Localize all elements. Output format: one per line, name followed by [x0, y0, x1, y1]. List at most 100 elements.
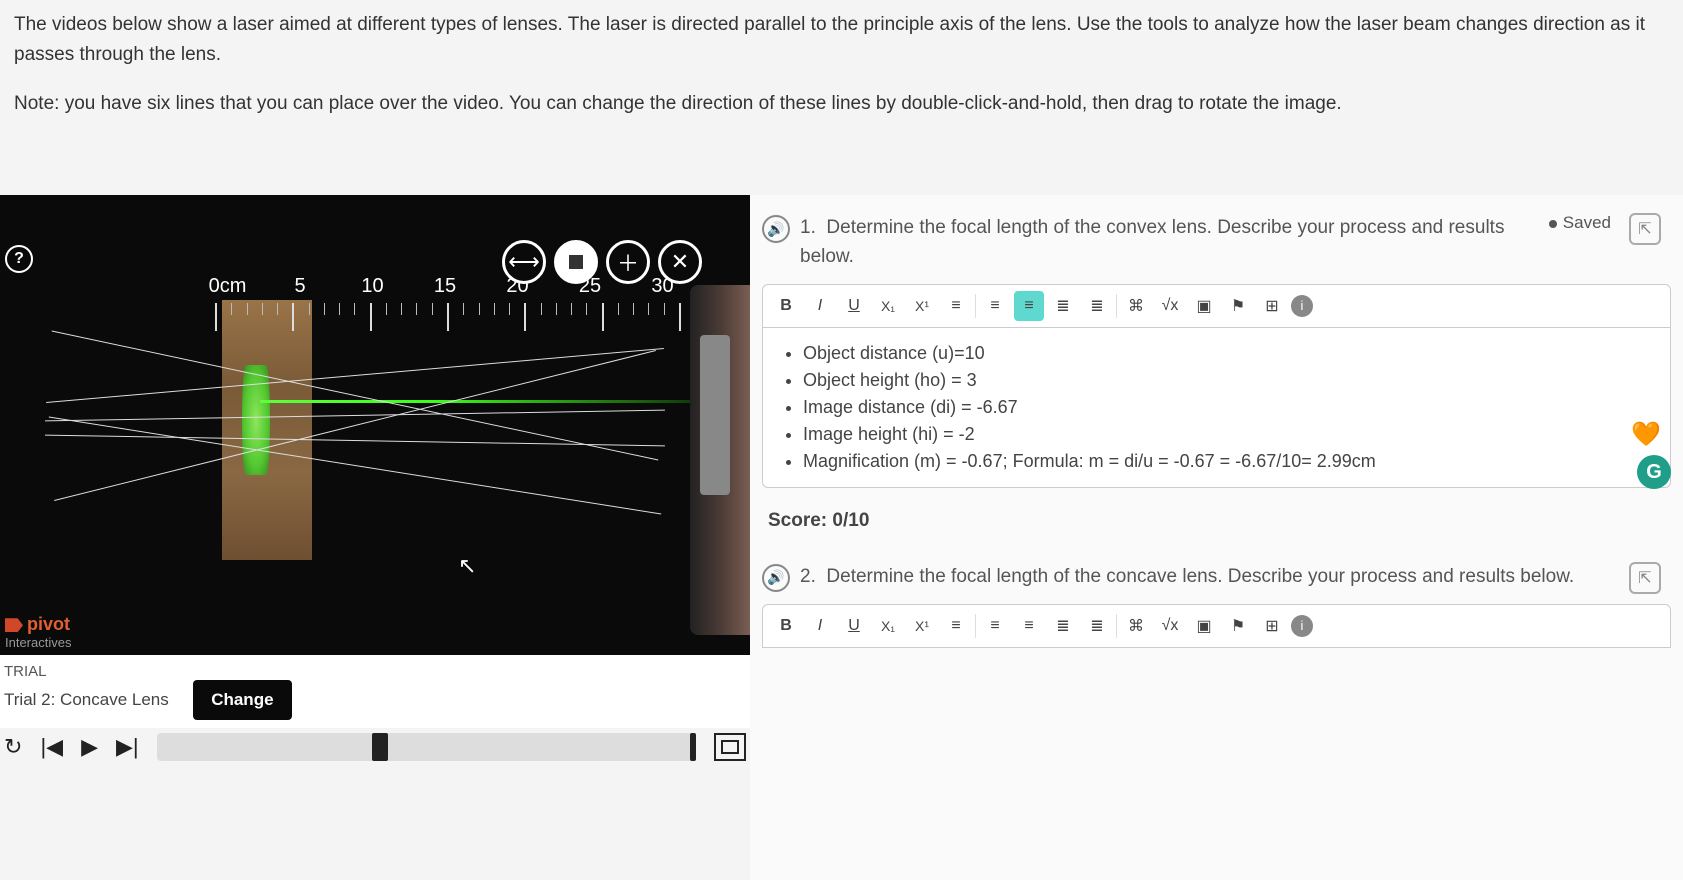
- question-header: 🔊 1. Determine the focal length of the c…: [762, 213, 1671, 272]
- speaker-icon[interactable]: 🔊: [762, 215, 790, 243]
- flag-button[interactable]: ⚑: [1223, 611, 1253, 641]
- trial-heading: TRIAL: [4, 663, 746, 680]
- overlay-line[interactable]: [49, 417, 662, 515]
- indent-button[interactable]: ≣: [1048, 291, 1078, 321]
- laser-device: [700, 335, 730, 495]
- unordered-list-button[interactable]: ≡: [1014, 611, 1044, 641]
- play-button[interactable]: ▶: [81, 734, 98, 760]
- question-body: Determine the focal length of the concav…: [826, 566, 1574, 587]
- saved-dot-icon: [1549, 220, 1557, 228]
- grammarly-icon[interactable]: G: [1637, 455, 1671, 489]
- ruler-label: 15: [423, 275, 468, 298]
- prev-frame-button[interactable]: |◀: [40, 734, 63, 760]
- superscript-button[interactable]: X¹: [907, 611, 937, 641]
- image-button[interactable]: ▣: [1189, 291, 1219, 321]
- question-number: 1.: [800, 217, 816, 238]
- ruler-label: 0cm: [205, 275, 250, 298]
- heart-icon[interactable]: 🧡: [1631, 420, 1661, 449]
- link-button[interactable]: ⌘: [1121, 611, 1151, 641]
- video-panel[interactable]: ? ⟷ ＋ ✕ 0cm 5 10 15 20 25 30: [0, 195, 750, 655]
- question-header-row: 🔊 2. Determine the focal length of the c…: [762, 562, 1671, 592]
- list-menu-button[interactable]: ≡: [941, 291, 971, 321]
- change-trial-button[interactable]: Change: [193, 680, 291, 720]
- subscript-button[interactable]: X₁: [873, 611, 903, 641]
- lens-shape: [242, 365, 270, 475]
- score-label: Score:: [768, 510, 827, 531]
- indent-button[interactable]: ≣: [1048, 611, 1078, 641]
- refresh-button[interactable]: ↻: [4, 734, 22, 760]
- zoom-tool-button[interactable]: ＋: [606, 240, 650, 284]
- table-button[interactable]: ⊞: [1257, 291, 1287, 321]
- answer-item: Magnification (m) = -0.67; Formula: m = …: [803, 448, 1652, 475]
- answer-item: Object height (ho) = 3: [803, 367, 1652, 394]
- stop-tool-button[interactable]: [554, 240, 598, 284]
- bold-button[interactable]: B: [771, 291, 801, 321]
- external-link-button[interactable]: ⇱: [1629, 562, 1661, 594]
- ordered-list-button[interactable]: ≡: [980, 611, 1010, 641]
- ruler-ticks: [215, 303, 695, 339]
- question-text: 2. Determine the focal length of the con…: [800, 562, 1671, 591]
- info-button[interactable]: i: [1291, 295, 1313, 317]
- italic-button[interactable]: I: [805, 611, 835, 641]
- pivot-logo: pivot Interactives: [5, 614, 71, 650]
- logo-brand: pivot: [5, 614, 71, 635]
- questions-panel: 🔊 1. Determine the focal length of the c…: [750, 195, 1683, 880]
- saved-indicator: Saved: [1549, 213, 1611, 233]
- question-2: 🔊 2. Determine the focal length of the c…: [762, 562, 1671, 648]
- editor-toolbar-1: B I U X₁ X¹ ≡ ≡ ≡ ≣ ≣ ⌘ √x ▣ ⚑ ⊞ i: [762, 284, 1671, 328]
- answer-item: Image distance (di) = -6.67: [803, 394, 1652, 421]
- editor-toolbar-2: B I U X₁ X¹ ≡ ≡ ≡ ≣ ≣ ⌘ √x ▣ ⚑ ⊞ i: [762, 604, 1671, 648]
- instruction-p1: The videos below show a laser aimed at d…: [14, 10, 1669, 71]
- answer-item: Image height (hi) = -2: [803, 421, 1652, 448]
- underline-button[interactable]: U: [839, 611, 869, 641]
- answer-editor-1[interactable]: Object distance (u)=10 Object height (ho…: [762, 328, 1671, 488]
- ruler-label: 10: [350, 275, 395, 298]
- ruler-icon: ⟷: [508, 249, 540, 275]
- draw-tool-button[interactable]: ✕: [658, 240, 702, 284]
- toolbar-separator: [1116, 614, 1117, 638]
- outdent-button[interactable]: ≣: [1082, 291, 1112, 321]
- score-display: Score: 0/10: [768, 510, 1665, 532]
- fullscreen-button[interactable]: [714, 733, 746, 761]
- superscript-button[interactable]: X¹: [907, 291, 937, 321]
- cursor-icon: ↖: [458, 553, 476, 579]
- unordered-list-button[interactable]: ≡: [1014, 291, 1044, 321]
- video-tools: ⟷ ＋ ✕: [502, 240, 702, 284]
- help-button[interactable]: ?: [5, 245, 33, 273]
- draw-icon: ✕: [671, 249, 689, 275]
- ordered-list-button[interactable]: ≡: [980, 291, 1010, 321]
- math-button[interactable]: √x: [1155, 291, 1185, 321]
- progress-bar[interactable]: [157, 733, 696, 761]
- speaker-icon[interactable]: 🔊: [762, 564, 790, 592]
- external-link-button[interactable]: ⇱: [1629, 213, 1661, 245]
- table-button[interactable]: ⊞: [1257, 611, 1287, 641]
- trial-name: Trial 2: Concave Lens: [4, 690, 169, 710]
- instruction-p2: Note: you have six lines that you can pl…: [14, 89, 1669, 119]
- answer-list: Object distance (u)=10 Object height (ho…: [781, 340, 1652, 475]
- underline-button[interactable]: U: [839, 291, 869, 321]
- overlay-line[interactable]: [54, 350, 656, 501]
- image-button[interactable]: ▣: [1189, 611, 1219, 641]
- logo-brand-text: pivot: [27, 614, 70, 634]
- link-button[interactable]: ⌘: [1121, 291, 1151, 321]
- info-button[interactable]: i: [1291, 615, 1313, 637]
- trial-bar: TRIAL Trial 2: Concave Lens Change: [0, 655, 750, 728]
- overlay-line[interactable]: [45, 410, 665, 422]
- math-button[interactable]: √x: [1155, 611, 1185, 641]
- toolbar-separator: [975, 294, 976, 318]
- flag-button[interactable]: ⚑: [1223, 291, 1253, 321]
- bold-button[interactable]: B: [771, 611, 801, 641]
- list-menu-button[interactable]: ≡: [941, 611, 971, 641]
- saved-label: Saved: [1563, 213, 1611, 232]
- progress-handle[interactable]: [372, 733, 388, 761]
- outdent-button[interactable]: ≣: [1082, 611, 1112, 641]
- progress-end: [690, 733, 696, 761]
- answer-item: Object distance (u)=10: [803, 340, 1652, 367]
- stop-icon: [569, 255, 583, 269]
- next-frame-button[interactable]: ▶|: [116, 734, 139, 760]
- question-body: Determine the focal length of the convex…: [800, 217, 1504, 267]
- subscript-button[interactable]: X₁: [873, 291, 903, 321]
- italic-button[interactable]: I: [805, 291, 835, 321]
- toolbar-separator: [1116, 294, 1117, 318]
- ruler-tool-button[interactable]: ⟷: [502, 240, 546, 284]
